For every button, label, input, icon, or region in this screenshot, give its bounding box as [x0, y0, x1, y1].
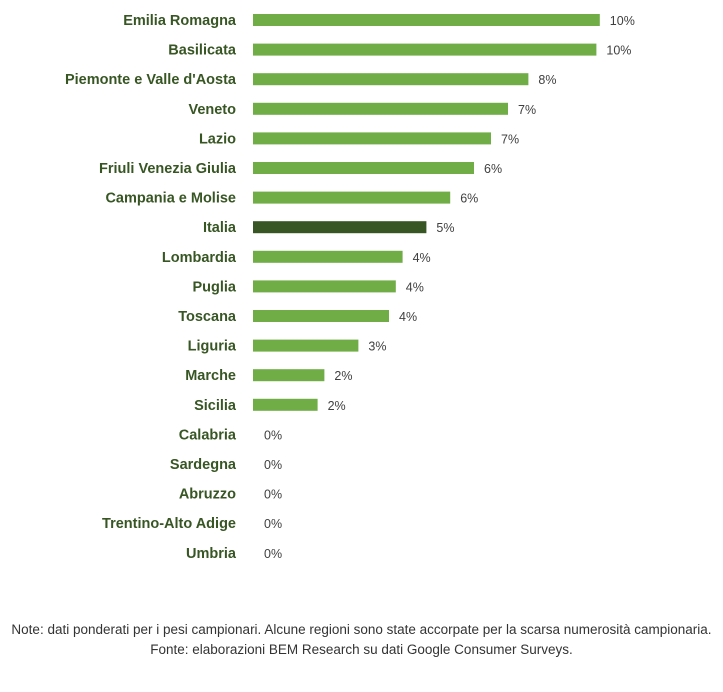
category-label: Sardegna: [170, 457, 237, 473]
value-label: 2%: [328, 399, 346, 413]
bar: [253, 162, 474, 174]
value-label: 4%: [413, 251, 431, 265]
value-label: 4%: [406, 280, 424, 294]
bar: [253, 191, 451, 204]
note-text: Note: dati ponderati per i pesi campiona…: [11, 622, 712, 637]
bar: [253, 73, 529, 86]
category-label: Italia: [203, 220, 237, 236]
category-label: Umbria: [186, 546, 237, 562]
value-label: 0%: [264, 488, 282, 502]
bar-highlight: [253, 221, 427, 234]
value-label: 0%: [264, 458, 282, 472]
value-label: 7%: [518, 103, 536, 117]
category-label: Marche: [185, 368, 236, 384]
category-label: Friuli Venezia Giulia: [99, 161, 237, 177]
category-label: Puglia: [192, 279, 236, 295]
category-label: Basilicata: [168, 43, 237, 59]
category-label: Calabria: [179, 427, 237, 443]
value-label: 0%: [264, 428, 282, 442]
bar: [253, 310, 389, 322]
value-label: 10%: [606, 44, 631, 58]
value-label: 0%: [264, 517, 282, 531]
category-label: Emilia Romagna: [123, 13, 237, 29]
bar: [253, 280, 396, 293]
value-label: 6%: [460, 192, 478, 206]
chart-notes: Note: dati ponderati per i pesi campiona…: [0, 620, 723, 660]
category-label: Campania e Molise: [105, 191, 236, 207]
category-label: Trentino-Alto Adige: [102, 516, 236, 532]
category-label: Veneto: [188, 102, 236, 118]
value-label: 2%: [334, 369, 352, 383]
bar: [253, 339, 359, 352]
bar: [253, 14, 600, 26]
value-label: 5%: [436, 221, 454, 235]
category-label: Lazio: [199, 131, 236, 147]
bar: [253, 102, 508, 115]
value-label: 4%: [399, 310, 417, 324]
value-label: 10%: [610, 14, 635, 28]
value-label: 0%: [264, 547, 282, 561]
bar: [253, 43, 597, 56]
bar: [253, 132, 491, 145]
value-label: 6%: [484, 162, 502, 176]
value-label: 3%: [368, 340, 386, 354]
category-label: Piemonte e Valle d'Aosta: [65, 72, 237, 88]
bar: [253, 369, 325, 382]
category-label: Sicilia: [194, 398, 237, 414]
category-label: Toscana: [178, 309, 237, 325]
category-label: Lombardia: [162, 250, 237, 266]
value-label: 8%: [538, 73, 556, 87]
value-label: 7%: [501, 132, 519, 146]
source-text: Fonte: elaborazioni BEM Research su dati…: [150, 642, 573, 657]
category-label: Abruzzo: [179, 487, 236, 503]
bar: [253, 250, 403, 263]
category-label: Liguria: [188, 339, 237, 355]
bar: [253, 398, 318, 411]
bar-chart: Emilia Romagna 10% Basilicata 10% Piemonte e…: [65, 13, 635, 562]
